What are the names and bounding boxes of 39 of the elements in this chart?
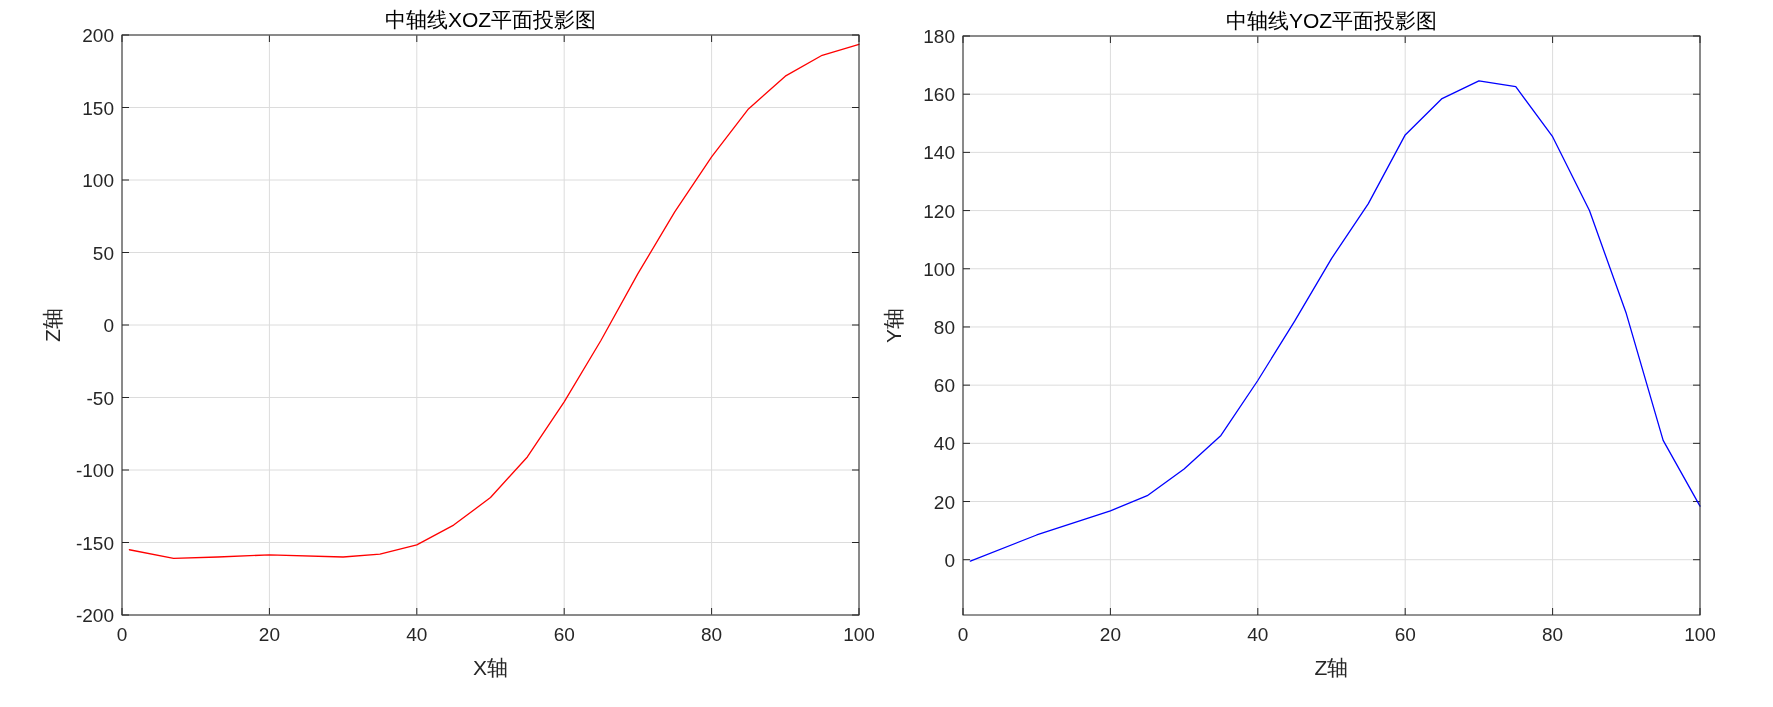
y-tick-label: 100: [923, 258, 955, 280]
y-axis-title: Z轴: [41, 308, 64, 342]
y-tick-label: -200: [75, 605, 114, 626]
y-tick-label: 160: [923, 84, 955, 106]
line-series: [128, 43, 860, 560]
chart-title: 中轴线XOZ平面投影图: [384, 8, 597, 31]
y-tick-label: -100: [75, 460, 114, 481]
x-tick-label: 20: [1099, 624, 1121, 645]
x-tick-label: 40: [406, 624, 428, 645]
y-tick-label: 60: [933, 375, 955, 397]
x-axis-title: X轴: [472, 656, 509, 679]
x-tick-label: 80: [1542, 624, 1564, 645]
y-axis-title: Y轴: [882, 307, 905, 344]
x-tick-label: 100: [843, 624, 875, 645]
y-tick-label: 20: [933, 491, 955, 513]
y-tick-label: 0: [103, 315, 114, 336]
y-tick-label: 80: [933, 316, 955, 338]
chart-title: 中轴线YOZ平面投影图: [1225, 9, 1438, 32]
y-tick-label: 120: [923, 200, 955, 222]
y-tick-label: 50: [92, 242, 114, 264]
x-tick-label: 20: [258, 624, 280, 645]
y-tick-label: 40: [933, 433, 955, 455]
y-tick-label: -50: [86, 387, 114, 409]
x-tick-label: 0: [957, 624, 969, 645]
x-tick-label: 40: [1247, 624, 1269, 645]
x-tick-label: 100: [1684, 624, 1716, 645]
y-tick-label: 200: [82, 25, 114, 46]
x-axis-title: Z轴: [1314, 656, 1349, 679]
x-tick-label: 60: [1394, 624, 1416, 645]
y-tick-label: 100: [82, 170, 114, 191]
y-tick-label: 140: [923, 142, 955, 164]
line-series: [969, 80, 1701, 562]
y-tick-label: 180: [923, 26, 955, 47]
y-tick-label: 0: [944, 549, 955, 571]
x-tick-label: 0: [116, 624, 128, 645]
x-tick-label: 80: [701, 624, 723, 645]
y-tick-label: -150: [75, 532, 114, 554]
x-tick-label: 60: [553, 624, 575, 645]
y-tick-label: 150: [82, 97, 114, 119]
